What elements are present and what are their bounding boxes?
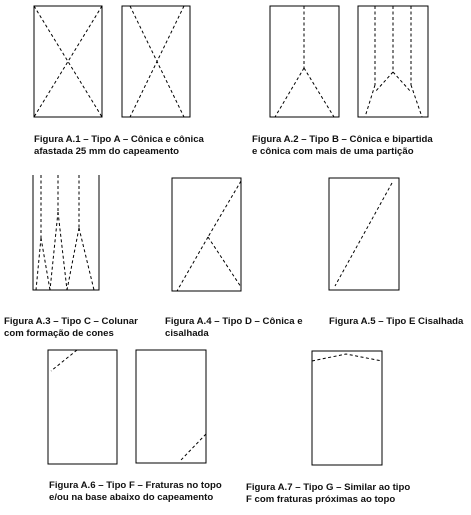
caption-figure-a2-line1: Figura A.2 – Tipo B – Cônica e bipartida (252, 134, 433, 145)
specimen-a1-left (33, 5, 103, 118)
specimen-a7 (311, 350, 383, 466)
caption-figure-a7-line1: Figura A.7 – Tipo G – Similar ao tipo (246, 482, 411, 493)
caption-figure-a3-line1: Figura A.3 – Tipo C – Colunar (4, 316, 138, 327)
caption-figure-a4: Figura A.4 – Tipo D – Cônica e cisalhada (165, 316, 303, 340)
caption-figure-a1: Figura A.1 – Tipo A – Cônica e cônica af… (34, 134, 204, 158)
caption-figure-a5: Figura A.5 – Tipo E Cisalhada (329, 316, 463, 328)
caption-figure-a2: Figura A.2 – Tipo B – Cônica e bipartida… (252, 134, 433, 158)
caption-figure-a6-line1: Figura A.6 – Tipo F – Fraturas no topo (49, 480, 222, 491)
caption-figure-a3: Figura A.3 – Tipo C – Colunar com formaç… (4, 316, 138, 340)
caption-figure-a5-line1: Figura A.5 – Tipo E Cisalhada (329, 316, 464, 327)
specimen-a6-left (47, 349, 118, 465)
specimen-a3 (32, 175, 100, 291)
caption-figure-a7-line2: F com fraturas próximas ao topo (246, 494, 396, 505)
caption-figure-a1-line2: afastada 25 mm do capeamento (34, 146, 180, 157)
specimen-a2-left (269, 5, 340, 118)
caption-figure-a1-line1: Figura A.1 – Tipo A – Cônica e cônica (34, 134, 204, 145)
caption-figure-a6: Figura A.6 – Tipo F – Fraturas no topo e… (49, 480, 222, 504)
caption-figure-a2-line2: e cônica com mais de uma partição (252, 146, 414, 157)
caption-figure-a7: Figura A.7 – Tipo G – Similar ao tipo F … (246, 482, 410, 506)
caption-figure-a4-line1: Figura A.4 – Tipo D – Cônica e (165, 316, 303, 327)
specimen-a4 (171, 177, 242, 292)
caption-figure-a4-line2: cisalhada (165, 328, 209, 339)
specimen-a6-right (135, 349, 207, 464)
caption-figure-a3-line2: com formação de cones (4, 328, 114, 339)
specimen-a2-right (357, 5, 429, 118)
specimen-a1-right (121, 5, 191, 118)
specimen-a5 (328, 177, 400, 291)
caption-figure-a6-line2: e/ou na base abaixo do capeamento (49, 492, 214, 503)
